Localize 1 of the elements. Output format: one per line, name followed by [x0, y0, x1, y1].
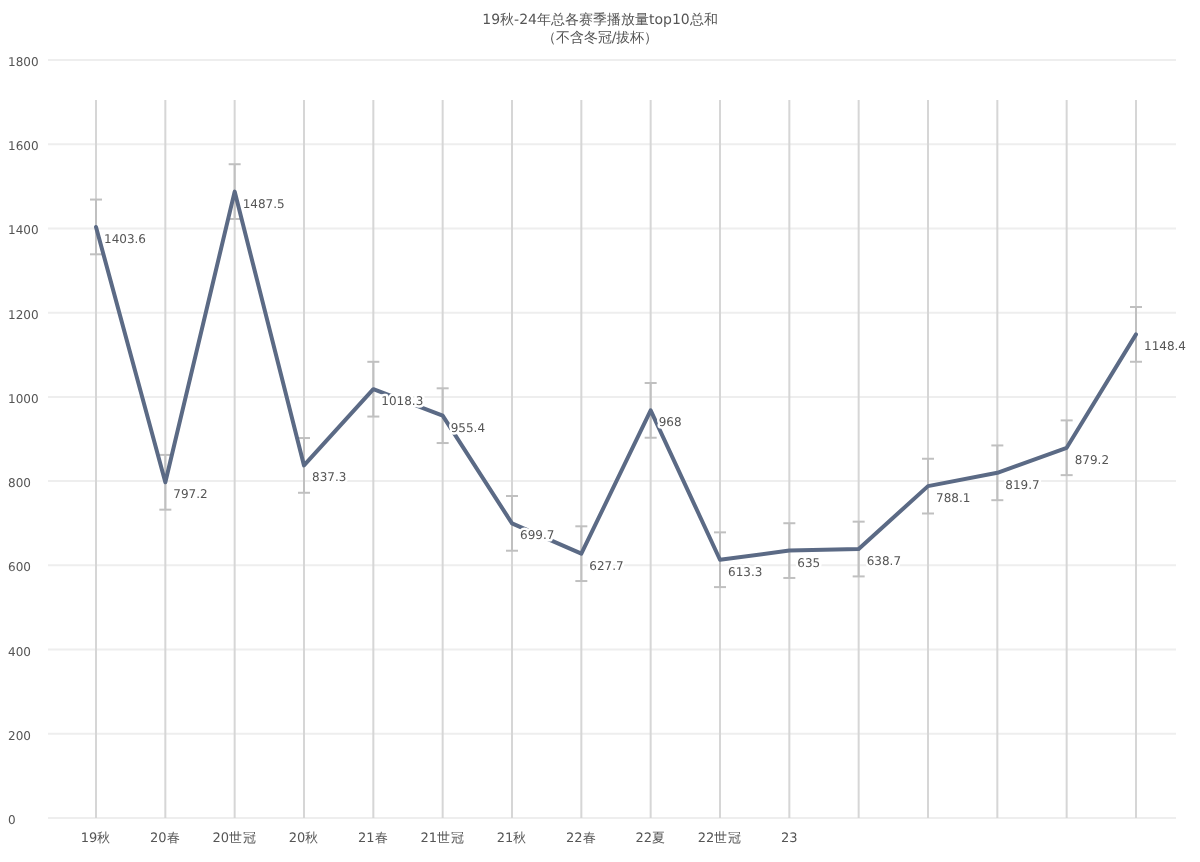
line-series: [94, 189, 1138, 562]
